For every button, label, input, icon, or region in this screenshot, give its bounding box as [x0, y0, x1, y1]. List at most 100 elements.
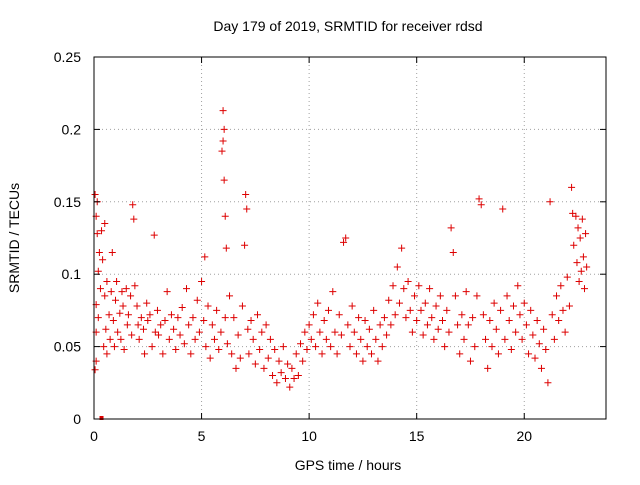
y-tick-label: 0.15: [54, 194, 81, 210]
data-point: [222, 244, 230, 252]
data-point: [101, 292, 109, 300]
data-point: [100, 343, 108, 351]
data-point: [117, 335, 125, 343]
data-point: [439, 317, 447, 325]
data-point: [309, 311, 317, 319]
x-tick-label: 20: [516, 428, 532, 444]
data-point: [372, 335, 380, 343]
data-point: [228, 350, 236, 358]
data-point: [163, 288, 171, 296]
data-point: [471, 343, 479, 351]
data-point: [537, 364, 545, 372]
data-point: [129, 201, 137, 209]
y-axis-label: SRMTID / TECUs: [6, 183, 22, 293]
data-point: [226, 292, 234, 300]
data-point: [540, 325, 548, 333]
data-point: [232, 364, 240, 372]
data-point: [484, 364, 492, 372]
data-point: [128, 331, 136, 339]
data-point: [159, 350, 167, 358]
data-point: [206, 354, 214, 362]
data-point: [434, 325, 442, 333]
data-point: [411, 292, 419, 300]
data-point: [531, 354, 539, 362]
data-point: [208, 321, 216, 329]
data-point: [105, 311, 113, 319]
data-point: [238, 302, 246, 310]
data-point: [204, 302, 212, 310]
data-point: [281, 374, 289, 382]
data-point: [113, 277, 121, 285]
data-point: [185, 321, 193, 329]
data-point: [544, 379, 552, 387]
data-point: [137, 314, 145, 322]
data-point: [451, 292, 459, 300]
data-point: [559, 306, 567, 314]
data-point: [573, 259, 581, 267]
data-point: [284, 360, 292, 368]
data-point: [469, 314, 477, 322]
data-point: [370, 306, 378, 314]
data-point: [221, 212, 229, 220]
x-axis-label: GPS time / hours: [295, 457, 402, 473]
y-tick-label: 0.1: [62, 266, 82, 282]
data-point: [264, 354, 272, 362]
data-point: [219, 107, 227, 115]
data-point: [94, 314, 102, 322]
data-point: [242, 191, 250, 199]
data-point: [178, 304, 186, 312]
data-point: [441, 343, 449, 351]
data-point: [98, 227, 106, 235]
data-point: [144, 317, 152, 325]
data-point: [299, 357, 307, 365]
data-point: [460, 335, 468, 343]
data-point: [260, 364, 268, 372]
data-point: [155, 331, 163, 339]
data-point: [520, 299, 528, 307]
data-point: [380, 314, 388, 322]
data-point: [318, 350, 326, 358]
data-point: [503, 292, 511, 300]
data-point: [488, 343, 496, 351]
data-point: [262, 321, 270, 329]
data-point: [529, 331, 537, 339]
data-point: [535, 340, 543, 348]
data-point: [301, 328, 309, 336]
data-point: [292, 350, 300, 358]
data-point: [127, 292, 135, 300]
data-point: [120, 345, 128, 353]
data-point: [103, 277, 111, 285]
data-point: [148, 343, 156, 351]
data-point: [220, 176, 228, 184]
data-point: [346, 343, 354, 351]
x-tick-label: 10: [301, 428, 317, 444]
data-point: [402, 314, 410, 322]
data-point: [428, 314, 436, 322]
data-point: [170, 325, 178, 333]
data-point: [234, 331, 242, 339]
y-tick-label: 0.05: [54, 339, 81, 355]
data-point: [324, 306, 332, 314]
chart-title: Day 179 of 2019, SRMTID for receiver rds…: [213, 18, 482, 34]
data-point: [357, 335, 365, 343]
data-point: [477, 201, 485, 209]
data-point: [378, 343, 386, 351]
data-point: [548, 311, 556, 319]
data-point: [456, 350, 464, 358]
data-point: [123, 321, 131, 329]
data-point: [395, 299, 403, 307]
y-tick-label: 0: [73, 411, 81, 427]
data-point: [153, 306, 161, 314]
data-point: [218, 147, 226, 155]
data-point: [408, 328, 416, 336]
data-point: [572, 212, 580, 220]
data-point: [514, 282, 522, 290]
data-point: [193, 296, 201, 304]
scatter-points: [91, 107, 591, 420]
data-point: [331, 328, 339, 336]
data-point: [277, 369, 285, 377]
data-point: [183, 285, 191, 293]
data-point: [220, 125, 228, 133]
